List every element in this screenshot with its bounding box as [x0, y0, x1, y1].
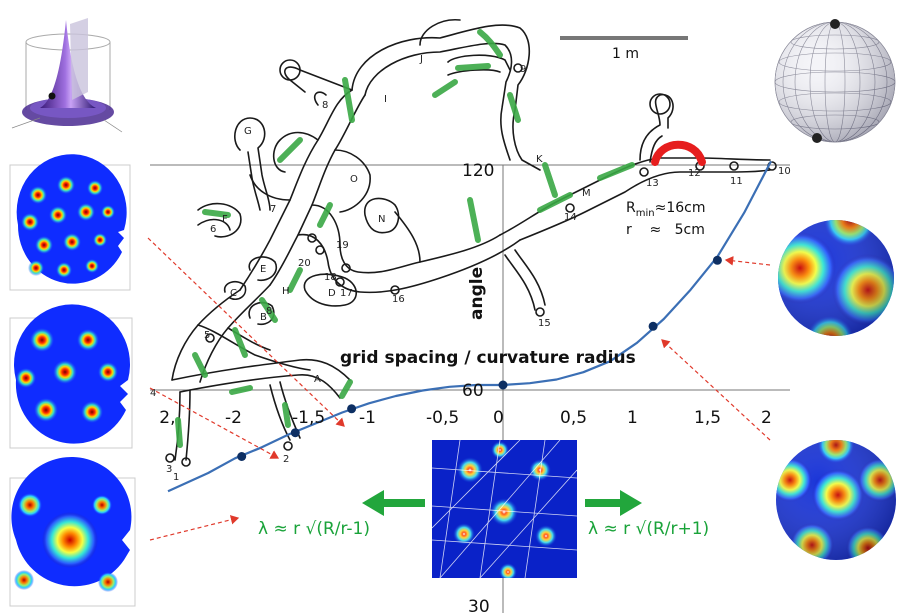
- room-label-B: B: [260, 312, 267, 323]
- node-label-9: 9: [520, 64, 526, 75]
- r-value-line: r ≈ 5cm: [626, 222, 705, 238]
- wireframe-sphere: [774, 19, 896, 143]
- room-label-C: C: [230, 288, 237, 299]
- node-label-12: 12: [688, 168, 701, 179]
- room-label-F: F: [222, 214, 228, 225]
- node-label-16: 16: [392, 294, 405, 305]
- marker-layer: [237, 255, 722, 461]
- x-tick-label: 2: [761, 408, 772, 428]
- red-arrow-2: [149, 387, 280, 459]
- red-arrow-3: [149, 515, 240, 541]
- x-tick-label: 2,: [159, 408, 175, 428]
- svg-text:Rmin≈16cm: Rmin≈16cm: [626, 200, 705, 219]
- maze-red-arc: [651, 140, 706, 166]
- green-arrows: [362, 490, 642, 516]
- rate-map-left-2: [9, 304, 133, 449]
- room-label-H: H: [282, 286, 290, 297]
- node-label-7: 7: [270, 204, 276, 215]
- x-tick-label: 1: [627, 408, 638, 428]
- y-axis-label: angle: [467, 267, 487, 320]
- node-label-8b: 8: [266, 306, 272, 317]
- room-label-E: E: [260, 264, 266, 275]
- node-label-5: 5: [204, 330, 210, 341]
- x-tick-label: -2: [225, 408, 242, 428]
- sphere-rate-map-2: [776, 440, 896, 560]
- series-line: [167, 160, 772, 493]
- node-label-3: 3: [166, 464, 172, 475]
- x-tick-label: 1,5: [694, 408, 721, 428]
- node-label-18: 18: [324, 272, 337, 283]
- node-label-6: 6: [210, 224, 216, 235]
- y-tick-label: 30: [468, 597, 490, 613]
- y-tick-label: 60: [462, 381, 484, 401]
- room-label-D: D: [328, 288, 336, 299]
- room-label-M: M: [582, 188, 591, 199]
- data-point-5: [648, 321, 658, 331]
- node-label-10: 10: [778, 166, 791, 177]
- data-point-1: [237, 452, 247, 461]
- maze-green-segments: [175, 29, 635, 448]
- red-arrow-4: [724, 256, 771, 266]
- x-tick-label: 0,5: [560, 408, 587, 428]
- room-label-G: G: [244, 126, 252, 137]
- arrow-right-green: [585, 490, 642, 516]
- tuning-3d-surface: [11, 18, 123, 133]
- formula-right: λ ≈ r √(R/r+1): [588, 519, 709, 539]
- red-dashed-arrows: [147, 237, 771, 541]
- rate-map-left-3: [9, 457, 136, 607]
- formula-left: λ ≈ r √(R/r-1): [258, 519, 370, 539]
- node-label-14: 14: [564, 212, 577, 223]
- autocorrelation-inset: [432, 440, 577, 578]
- x-tick-label: -1: [359, 408, 376, 428]
- node-label-4: 4: [150, 388, 156, 399]
- red-arrow-5: [661, 339, 771, 441]
- room-label-A: A: [314, 374, 321, 385]
- y-tick-label: 120: [462, 161, 494, 181]
- sphere-rate-map-1: [778, 220, 894, 336]
- x-tick-label: -0,5: [426, 408, 459, 428]
- rate-map-left-1: [9, 154, 131, 291]
- room-label-8: 8: [322, 100, 328, 111]
- red-arrow-1: [147, 237, 345, 427]
- node-label-13: 13: [646, 178, 659, 189]
- room-label-N: N: [378, 214, 385, 225]
- arrow-left-green: [362, 490, 425, 516]
- curve-layer: [167, 160, 772, 493]
- x-tick-label: 0: [493, 408, 504, 428]
- room-label-O: O: [350, 174, 358, 185]
- radius-annotation: Rmin≈16cm r ≈ 5cm: [626, 200, 705, 238]
- room-label-I: I: [384, 94, 387, 105]
- node-label-15: 15: [538, 318, 551, 329]
- scale-bar-label: 1 m: [612, 46, 639, 62]
- node-label-11: 11: [730, 176, 743, 187]
- node-label-20: 20: [298, 258, 311, 269]
- data-point-2: [290, 428, 300, 438]
- data-point-3: [347, 404, 357, 414]
- maze-drawing: [165, 19, 777, 467]
- node-label-1: 1: [173, 472, 179, 483]
- rmin-sub: min: [636, 208, 655, 219]
- rmin-value: ≈16cm: [655, 200, 706, 216]
- data-point-6: [712, 255, 722, 265]
- x-tick-label: -1,5: [292, 408, 325, 428]
- node-label-17: 17: [340, 288, 353, 299]
- data-point-4: [498, 380, 508, 390]
- maze-node-labels: 9 10 11 12 13 14 15 16 17 18 19 20 7 6 5…: [150, 64, 791, 483]
- room-label-K: K: [536, 154, 543, 165]
- node-label-2: 2: [283, 454, 289, 465]
- x-axis-label: grid spacing / curvature radius: [340, 348, 636, 368]
- room-label-J: J: [419, 54, 423, 65]
- rmin-R: R: [626, 200, 636, 216]
- maze-room-labels: J I G 8 F O N K M E C B D A H: [222, 54, 591, 385]
- scale-bar: 1 m: [560, 36, 688, 62]
- node-label-19: 19: [336, 240, 349, 251]
